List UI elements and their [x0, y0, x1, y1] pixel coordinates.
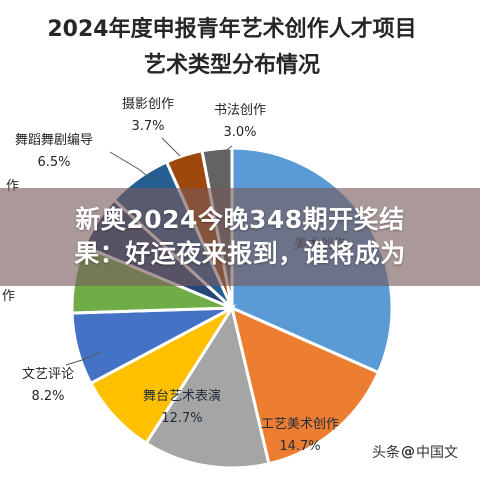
slice-label-1: 工艺美术创作	[261, 417, 339, 432]
banner-line-1: 新奥2024今晚348期开奖结	[75, 205, 405, 234]
leader-lines	[65, 137, 233, 366]
leader-line-7	[109, 151, 153, 181]
slice-1	[229, 305, 381, 466]
chart-title-line-2: 艺术类型分布情况	[144, 52, 320, 78]
banner-line-2: 果：好运夜来报到，谁将成为	[74, 239, 406, 268]
slice-pct-8: 3.7%	[131, 119, 164, 134]
slice-2	[144, 304, 271, 470]
source-watermark: 头条 @ 中国文	[372, 442, 458, 462]
chart-title-line-1: 2024年度申报青年艺术创作人才项目	[47, 16, 416, 42]
slice-pct-1: 14.7%	[279, 439, 320, 454]
watermark-account: 中国文	[416, 445, 458, 461]
slice-label-2: 舞台艺术表演	[143, 388, 221, 404]
slice-pct-3: 8.2%	[31, 389, 64, 404]
slice-label-7: 舞蹈舞剧编导	[15, 133, 93, 148]
slice-label-8: 摄影创作	[122, 97, 174, 112]
slice-label-3: 文艺评论	[22, 367, 74, 382]
leader-line-8	[161, 137, 181, 157]
overlay-banner[interactable]: 新奥2024今晚348期开奖结 果：好运夜来报到，谁将成为	[0, 188, 480, 286]
watermark-at-sign: @	[401, 444, 415, 460]
slice-pct-9: 3.0%	[223, 125, 256, 140]
leader-line-3	[65, 351, 101, 366]
cut-off-label-1: 作	[2, 289, 15, 304]
slice-label-9: 书法创作	[214, 103, 266, 118]
slice-pct-2: 12.7%	[161, 411, 202, 426]
watermark-source: 头条	[372, 445, 400, 461]
leader-line-9	[223, 145, 233, 153]
slice-pct-7: 6.5%	[37, 155, 70, 170]
